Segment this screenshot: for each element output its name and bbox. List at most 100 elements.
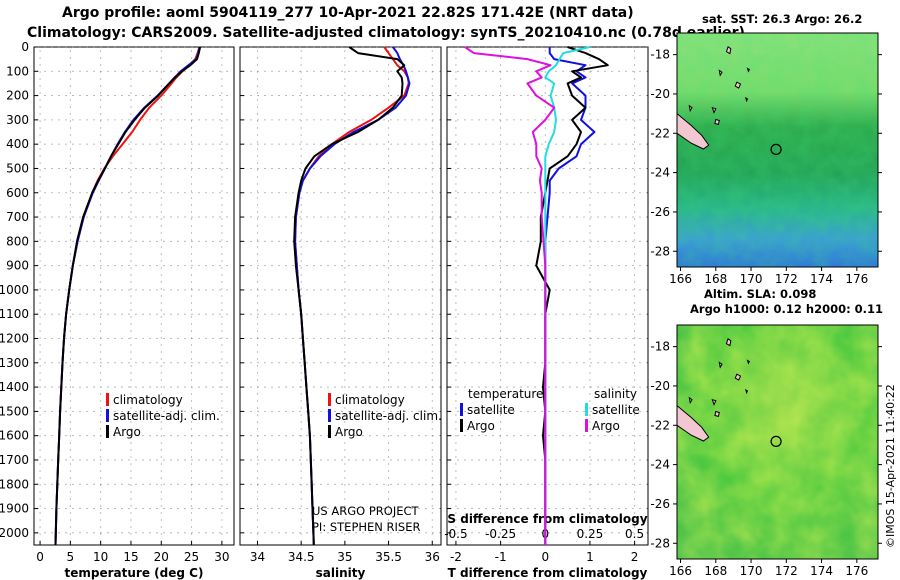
grid-dot — [562, 95, 564, 97]
grid-dot — [348, 386, 350, 388]
grid-dot — [300, 379, 302, 381]
grid-dot — [455, 155, 457, 157]
grid-dot — [513, 362, 515, 364]
grid-dot — [100, 400, 102, 402]
map-y-tick-label: -18 — [650, 48, 670, 62]
grid-dot — [69, 246, 71, 248]
grid-dot — [431, 246, 433, 248]
grid-dot — [100, 358, 102, 360]
grid-dot — [221, 526, 223, 528]
grid-dot — [107, 483, 109, 485]
grid-dot — [634, 491, 636, 493]
grid-dot — [341, 240, 343, 242]
grid-dot — [264, 70, 266, 72]
grid-dot — [439, 46, 441, 48]
grid-dot — [212, 167, 214, 170]
grid-dot — [583, 337, 585, 340]
grid-dot — [431, 505, 433, 507]
grid-dot — [597, 240, 599, 242]
grid-dot — [348, 240, 350, 242]
grid-dot — [464, 483, 466, 485]
grid-dot — [455, 50, 457, 52]
grid-dot — [100, 57, 102, 59]
grid-dot — [44, 508, 46, 510]
grid-dot — [79, 143, 81, 145]
grid-dot — [478, 46, 480, 48]
grid-dot — [418, 435, 420, 437]
grid-dot — [383, 386, 385, 388]
grid-dot — [390, 362, 392, 364]
grid-dot — [135, 435, 137, 437]
grid-dot — [506, 167, 508, 170]
grid-dot — [256, 505, 259, 507]
grid-dot — [93, 508, 95, 510]
grid-dot — [520, 508, 522, 510]
grid-dot — [500, 204, 502, 206]
figure-title-line2: Climatology: CARS2009. Satellite-adjuste… — [27, 25, 745, 41]
grid-dot — [107, 337, 109, 340]
grid-dot — [142, 313, 144, 315]
grid-dot — [221, 274, 223, 276]
grid-dot — [128, 70, 130, 72]
grid-dot — [583, 289, 585, 291]
grid-dot — [51, 240, 53, 242]
grid-dot — [344, 428, 346, 430]
grid-dot — [142, 167, 144, 170]
grid-dot — [130, 463, 132, 465]
grid-dot — [534, 216, 536, 218]
grid-dot — [121, 532, 123, 534]
legend-swatch — [106, 393, 109, 406]
grid-dot — [114, 435, 116, 437]
panel-frame — [446, 46, 649, 546]
grid-dot — [58, 313, 60, 315]
grid-dot — [646, 240, 648, 242]
grid-dot — [58, 508, 60, 510]
grid-dot — [500, 449, 502, 451]
grid-dot — [256, 407, 259, 409]
grid-dot — [611, 167, 613, 170]
grid-dot — [69, 407, 71, 409]
grid-dot — [604, 216, 606, 218]
grid-dot — [156, 119, 158, 121]
grid-dot — [160, 148, 162, 150]
grid-dot — [455, 470, 457, 472]
grid-dot — [226, 289, 228, 291]
grid-dot — [513, 508, 515, 510]
grid-dot — [191, 190, 193, 192]
grid-dot — [376, 362, 378, 364]
grid-dot — [455, 316, 457, 318]
grid-dot — [191, 410, 193, 412]
grid-dot — [344, 239, 346, 241]
grid-dot — [320, 435, 322, 437]
grid-dot — [569, 362, 571, 364]
grid-dot — [130, 211, 132, 213]
grid-dot — [191, 532, 193, 534]
grid-dot — [425, 435, 427, 437]
grid-dot — [348, 435, 350, 437]
grid-dot — [107, 95, 109, 97]
grid-dot — [130, 470, 132, 472]
grid-dot — [625, 435, 627, 437]
grid-dot — [256, 239, 259, 241]
grid-dot — [344, 435, 346, 437]
grid-dot — [500, 372, 502, 374]
depth-tick-label: 1800 — [0, 477, 29, 491]
grid-dot — [135, 216, 137, 218]
grid-dot — [355, 337, 357, 340]
grid-dot — [264, 410, 266, 412]
grid-dot — [500, 414, 502, 416]
grid-dot — [506, 508, 508, 510]
grid-dot — [569, 216, 571, 218]
grid-dot — [431, 64, 433, 66]
grid-dot — [100, 281, 102, 283]
grid-dot — [191, 302, 193, 304]
grid-dot — [411, 459, 413, 461]
grid-dot — [455, 379, 457, 381]
grid-dot — [478, 386, 480, 388]
grid-dot — [130, 169, 132, 171]
grid-dot — [369, 410, 371, 412]
panel-frame — [239, 46, 442, 546]
grid-dot — [300, 470, 302, 472]
grid-dot — [369, 46, 371, 48]
grid-dot — [341, 386, 343, 388]
